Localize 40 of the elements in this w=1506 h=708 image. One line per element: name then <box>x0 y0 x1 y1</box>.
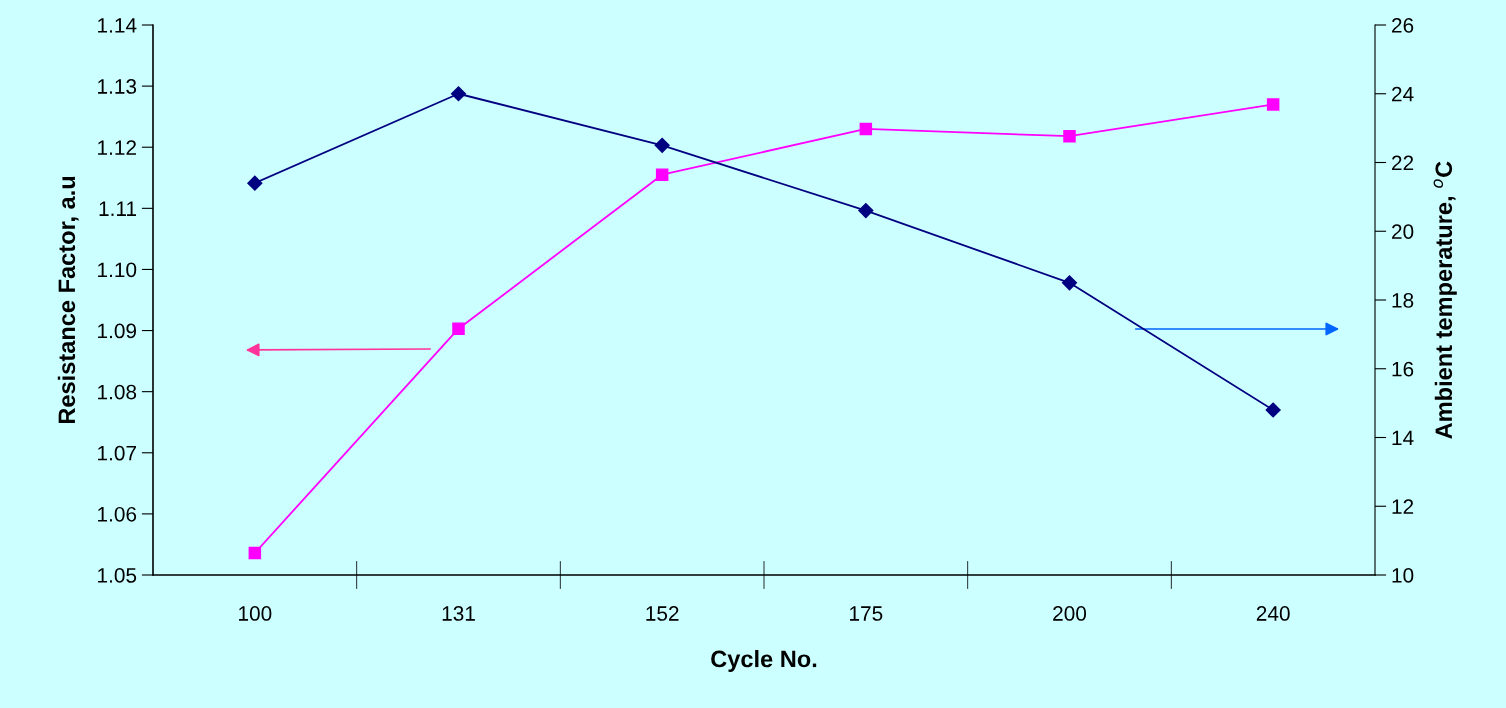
y-tick-label: 1.08 <box>98 384 137 400</box>
y2-axis-title: Ambient temperature, $^{o}$C <box>1433 161 1457 439</box>
point <box>452 322 465 335</box>
point <box>1265 402 1281 418</box>
point <box>450 86 467 102</box>
y-tick-label: 1.06 <box>98 506 137 522</box>
point <box>654 137 670 153</box>
point <box>1061 275 1078 291</box>
point <box>655 168 669 181</box>
y2-tick-label: 26 <box>1392 18 1414 33</box>
y-tick-label: 1.07 <box>98 445 136 461</box>
x-tick-label: 100 <box>239 606 272 621</box>
point <box>1266 98 1280 111</box>
y-tick-label: 1.12 <box>98 140 136 155</box>
y-tick-label: 1.10 <box>98 262 137 278</box>
y2-tick-label: 12 <box>1392 499 1414 514</box>
y-tick-label: 1.13 <box>98 79 137 94</box>
y2-tick-label: 22 <box>1392 155 1414 171</box>
y2-tick-label: 16 <box>1392 361 1414 377</box>
y-tick-label: 1.05 <box>98 568 137 583</box>
x-tick-label: 131 <box>442 606 475 621</box>
y2-tick-label: 10 <box>1392 568 1414 583</box>
point <box>858 203 874 219</box>
x-tick-label: 175 <box>850 606 883 621</box>
point <box>1063 129 1076 143</box>
y2-tick-label: 24 <box>1392 86 1414 102</box>
y2-tick-label: 18 <box>1392 293 1414 308</box>
point <box>859 122 873 136</box>
y-tick-label: 1.14 <box>98 18 137 33</box>
point <box>247 175 263 191</box>
x-tick-label: 240 <box>1256 606 1290 621</box>
x-tick-label: 152 <box>646 606 679 621</box>
x-tick-label: 200 <box>1053 606 1087 621</box>
y2-tick-label: 14 <box>1392 430 1414 446</box>
y-tick-label: 1.09 <box>98 323 137 339</box>
y-axis-title: Resistance Factor, a.u <box>57 176 79 424</box>
y-tick-label: 1.11 <box>99 201 137 216</box>
y2-tick-label: 20 <box>1392 224 1414 239</box>
x-axis-title: Cycle No. <box>711 649 817 672</box>
point <box>248 546 262 560</box>
